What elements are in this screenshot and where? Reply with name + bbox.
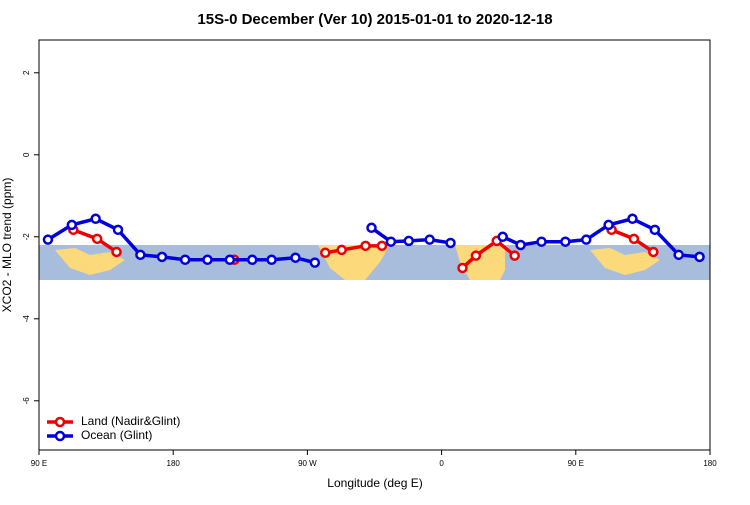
data-point [470,250,482,261]
chart-title: 15S-0 December (Ver 10) 2015-01-01 to 20… [197,11,552,28]
data-point [536,236,547,247]
data-point [290,252,301,263]
data-point [627,213,638,225]
y-tick-label: 0 [22,152,31,157]
data-point [360,240,371,252]
data-point [156,251,168,263]
data-point [91,233,103,245]
legend-marker [54,430,66,442]
data-point [90,213,101,225]
data-point [673,249,684,261]
x-tick-label: 180 [703,459,717,468]
data-point [266,254,277,266]
x-tick-label: 0 [439,459,444,468]
y-tick-label: -6 [22,397,31,405]
data-point [336,244,347,256]
data-point [648,246,659,258]
data-point [445,237,456,249]
data-point [135,249,146,261]
data-point [309,257,321,268]
data-point [111,246,122,258]
x-tick-label: 90 E [31,459,47,468]
x-tick-label: 180 [167,459,181,468]
y-tick-label: -2 [22,233,31,241]
data-point [694,251,705,263]
data-point [246,254,258,266]
y-tick-label: -4 [22,315,31,323]
y-tick-label: 2 [22,70,31,75]
legend-label: Land (Nadir&Glint) [81,414,180,428]
data-point [497,231,508,243]
data-point [603,219,614,231]
data-point [560,236,571,247]
data-point [366,222,377,234]
data-point [179,254,191,266]
data-point [457,262,468,274]
data-point [628,233,640,245]
data-point [424,234,435,245]
plot-frame [38,39,711,451]
data-point [376,240,388,252]
data-point [515,239,526,251]
x-tick-label: 90 W [298,459,317,468]
x-tick-label: 90 E [568,459,584,468]
data-point [403,235,415,247]
data-point [66,219,78,231]
y-axis-label: XCO2 - MLO trend (ppm) [0,178,14,313]
x-axis-label: Longitude (deg E) [327,476,422,490]
legend-label: Ocean (Glint) [81,428,152,442]
data-point [202,254,213,266]
data-point [112,224,124,236]
data-point [649,224,661,236]
data-point [320,247,331,259]
data-point [224,254,236,266]
data-point [385,236,397,247]
data-point [580,234,592,245]
legend-marker [54,416,66,428]
data-point [42,234,54,245]
data-point [509,250,520,261]
map-land [55,245,660,280]
